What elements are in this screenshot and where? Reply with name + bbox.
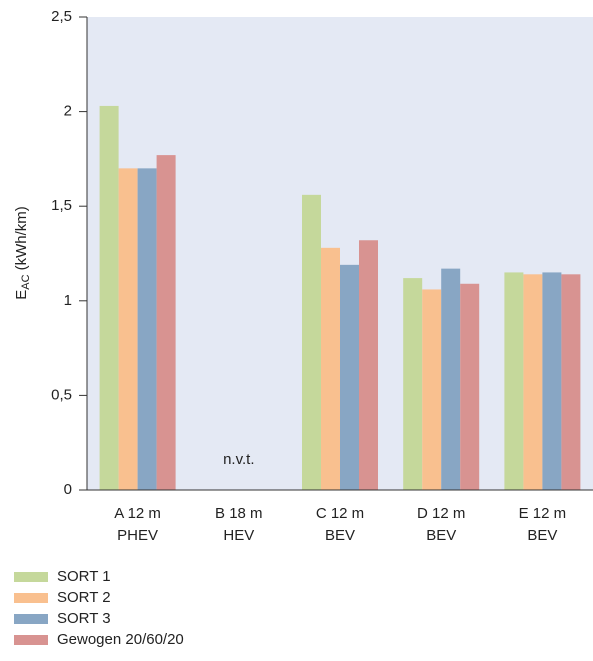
bar (340, 264, 359, 490)
y-label-symbol: E (13, 290, 30, 300)
y-label-unit: (kWh/km) (13, 206, 30, 270)
bar (156, 155, 176, 490)
x-tick-label: BEV (325, 527, 355, 544)
y-tick-label: 1,5 (51, 197, 72, 214)
legend-swatch (14, 614, 48, 624)
y-axis-label: EAC (kWh/km) (13, 206, 32, 299)
legend-label: SORT 3 (57, 610, 111, 627)
x-tick-label: PHEV (117, 527, 158, 544)
bar (542, 272, 562, 490)
x-tick-label: A 12 m (114, 505, 161, 522)
bar (441, 268, 461, 490)
x-tick-label: BEV (527, 527, 557, 544)
y-tick-label: 2,5 (51, 8, 72, 25)
legend-label: SORT 2 (57, 589, 111, 606)
annotation: n.v.t. (223, 451, 254, 468)
legend-label: Gewogen 20/60/20 (57, 631, 184, 648)
y-tick-label: 1 (64, 292, 72, 309)
x-tick-label: D 12 m (417, 505, 465, 522)
bar (359, 240, 378, 490)
x-tick-label: BEV (426, 527, 456, 544)
bar (403, 278, 423, 490)
bar (504, 272, 524, 490)
bar (99, 105, 119, 490)
x-tick-label: HEV (223, 527, 254, 544)
y-label-subscript: AC (20, 274, 32, 289)
x-tick-label: E 12 m (519, 505, 567, 522)
legend-swatch (14, 593, 48, 603)
bar (422, 289, 442, 490)
bar (118, 168, 138, 491)
bar (137, 168, 157, 491)
bar (460, 283, 480, 490)
legend-swatch (14, 635, 48, 645)
bar (523, 274, 543, 490)
legend-label: SORT 1 (57, 568, 111, 585)
bar (561, 274, 581, 490)
bar (321, 247, 340, 490)
y-tick-label: 0 (64, 481, 72, 498)
legend-swatch (14, 572, 48, 582)
bar (302, 194, 321, 490)
y-tick-label: 2 (64, 103, 72, 120)
y-tick-label: 0,5 (51, 386, 72, 403)
x-tick-label: C 12 m (316, 505, 364, 522)
x-tick-label: B 18 m (215, 505, 263, 522)
